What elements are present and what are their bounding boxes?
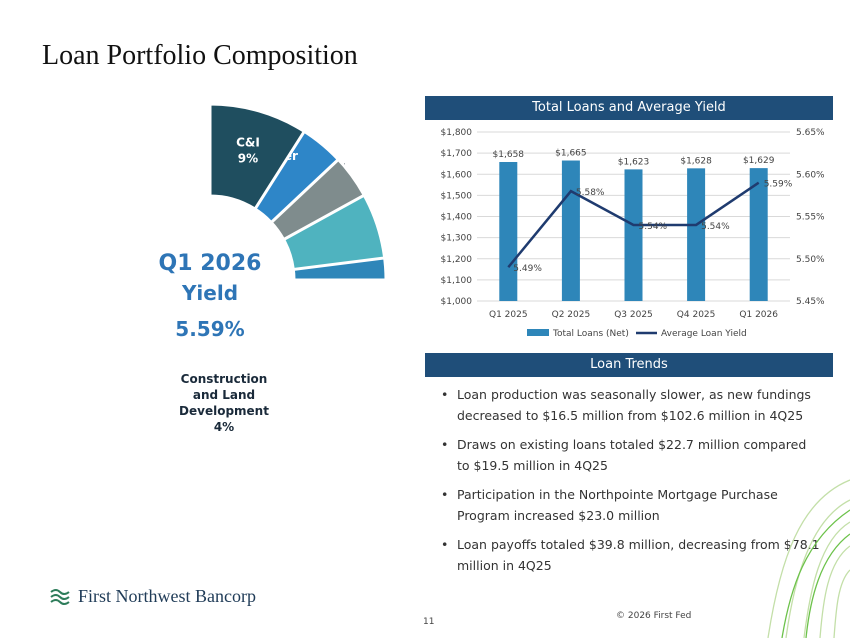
logo-wave-icon (50, 588, 70, 605)
line-average-yield (507, 181, 760, 268)
loan-trends-bullet: Loan payoffs totaled $39.8 million, decr… (440, 534, 820, 576)
y2-tick-label: 5.60% (796, 170, 825, 180)
donut-center-title: Q1 2026 (159, 251, 262, 276)
x-tick-label: Q2 2025 (552, 310, 591, 320)
y-tick-label: $1,700 (441, 149, 473, 159)
y-tick-label: $1,000 (441, 297, 473, 307)
legend-swatch-bar (527, 329, 549, 336)
loan-trends-bullet: Draws on existing loans totaled $22.7 mi… (440, 434, 820, 476)
bar-value-label: $1,623 (618, 157, 650, 167)
donut-slice-label: Construction and Land Development 4% (179, 372, 269, 434)
legend-label: Average Loan Yield (661, 329, 747, 339)
x-tick-label: Q1 2026 (739, 310, 778, 320)
legend-label: Total Loans (Net) (552, 329, 629, 339)
donut-center-subtitle: Yield (181, 281, 238, 305)
y-tick-label: $1,300 (441, 234, 473, 244)
company-logo: First Northwest Bancorp (50, 586, 256, 607)
loan-trends-header: Loan Trends (425, 353, 833, 377)
line-value-label: 5.54% (639, 222, 668, 232)
line-value-label: 5.49% (513, 264, 542, 274)
line-value-label: 5.54% (701, 222, 730, 232)
x-tick-label: Q3 2025 (614, 310, 653, 320)
bar-total-loans (624, 169, 643, 301)
y-tick-label: $1,600 (441, 170, 473, 180)
bar-total-loans (687, 168, 706, 301)
y2-tick-label: 5.45% (796, 297, 825, 307)
x-tick-label: Q1 2025 (489, 310, 528, 320)
bar-total-loans (499, 161, 518, 301)
portfolio-donut-chart: CommercialReal Estate25%1-4 Family23%Con… (159, 102, 388, 434)
loan-trends-bullet: Participation in the Northpointe Mortgag… (440, 484, 820, 526)
bar-value-label: $1,658 (493, 150, 525, 160)
y2-tick-label: 5.50% (796, 255, 825, 265)
y-tick-label: $1,100 (441, 276, 473, 286)
y-tick-label: $1,200 (441, 255, 473, 265)
loan-trends-bullet: Loan production was seasonally slower, a… (440, 384, 820, 426)
total-loans-yield-chart: $1,000 $1,100 $1,200 $1,300 $1,400 $1,500 $1,6… (441, 128, 826, 339)
donut-slice-6 (208, 102, 307, 212)
donut-slice-label: C&I 9% (236, 135, 260, 165)
page-number: 11 (423, 617, 435, 627)
line-value-label: 5.58% (576, 188, 605, 198)
donut-center-value: 5.59% (175, 317, 244, 341)
copyright-text: © 2026 First Fed (616, 611, 692, 621)
y2-tick-label: 5.55% (796, 213, 825, 223)
y-tick-label: $1,500 (441, 191, 473, 201)
loan-trends-list: Loan production was seasonally slower, a… (440, 384, 820, 584)
decorative-wave-lines (767, 479, 850, 638)
y-tick-label: $1,400 (441, 213, 473, 223)
y2-tick-label: 5.65% (796, 128, 825, 138)
bar-value-label: $1,628 (680, 156, 712, 166)
line-value-label: 5.59% (764, 180, 793, 190)
chart-panel-title: Total Loans and Average Yield (425, 96, 833, 120)
page-title: Loan Portfolio Composition (42, 40, 358, 71)
bar-value-label: $1,629 (743, 156, 775, 166)
x-tick-label: Q4 2025 (677, 310, 716, 320)
logo-text: First Northwest Bancorp (78, 586, 256, 606)
bar-total-loans (561, 160, 580, 301)
bar-total-loans (749, 168, 768, 301)
bar-value-label: $1,665 (555, 149, 587, 159)
y-tick-label: $1,800 (441, 128, 473, 138)
